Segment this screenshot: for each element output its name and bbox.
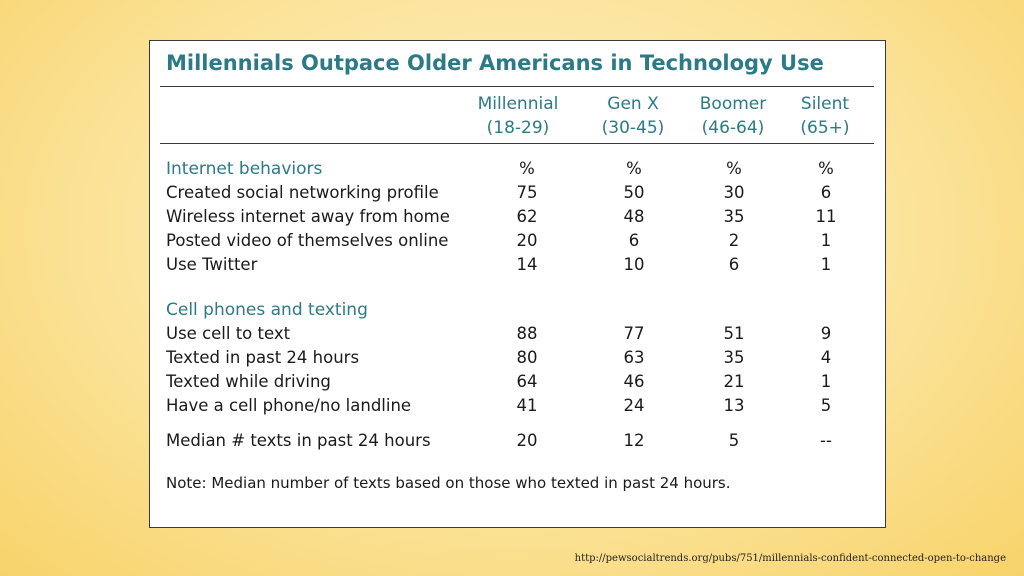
section-heading-cell-phones: Cell phones and texting [166, 300, 368, 320]
table-cell: 35 [723, 207, 745, 226]
table-cell: 50 [623, 183, 645, 202]
col-header-millennial: Millennial (18-29) [463, 92, 573, 140]
col-header-name: Silent [800, 94, 850, 114]
row-label: Texted while driving [166, 372, 331, 391]
median-row-label: Median # texts in past 24 hours [166, 431, 431, 450]
col-header-range: (46-64) [701, 118, 765, 138]
table-cell: 24 [623, 396, 645, 415]
col-header-range: (18-29) [486, 118, 550, 138]
header-divider [160, 143, 874, 144]
table-cell: 75 [516, 183, 538, 202]
row-label: Texted in past 24 hours [166, 348, 360, 367]
col-header-name: Millennial [477, 94, 559, 114]
table-cell: 4 [820, 348, 832, 367]
table-cell: 30 [723, 183, 745, 202]
table-cell: 6 [728, 255, 740, 274]
source-url: http://pewsocialtrends.org/pubs/751/mill… [574, 553, 1006, 564]
table-cell: 63 [623, 348, 645, 367]
table-cell: 11 [815, 207, 837, 226]
row-label: Posted video of themselves online [166, 231, 449, 250]
table-cell: -- [820, 431, 832, 450]
table-cell: 35 [723, 348, 745, 367]
table-cell: 6 [628, 231, 640, 250]
data-table-card: Millennials Outpace Older Americans in T… [149, 40, 886, 528]
table-cell: 6 [820, 183, 832, 202]
unit-cell: % [818, 159, 834, 178]
col-header-range: (65+) [800, 118, 850, 138]
table-cell: 48 [623, 207, 645, 226]
col-header-genx: Gen X (30-45) [578, 92, 688, 140]
table-note: Note: Median number of texts based on th… [166, 474, 731, 492]
col-header-range: (30-45) [601, 118, 665, 138]
table-cell: 12 [623, 431, 645, 450]
table-cell: 80 [516, 348, 538, 367]
unit-cell: % [626, 159, 642, 178]
row-label: Wireless internet away from home [166, 207, 450, 226]
table-title: Millennials Outpace Older Americans in T… [166, 51, 824, 75]
col-header-silent: Silent (65+) [770, 92, 880, 140]
table-cell: 14 [516, 255, 538, 274]
title-divider [160, 86, 874, 87]
table-cell: 51 [723, 324, 745, 343]
row-label: Use cell to text [166, 324, 291, 343]
table-cell: 62 [516, 207, 538, 226]
table-cell: 1 [820, 231, 832, 250]
table-cell: 64 [516, 372, 538, 391]
table-cell: 1 [820, 372, 832, 391]
row-label: Created social networking profile [166, 183, 439, 202]
table-cell: 20 [516, 231, 538, 250]
table-cell: 5 [820, 396, 832, 415]
table-cell: 2 [728, 231, 740, 250]
section-heading-internet: Internet behaviors [166, 159, 323, 179]
table-cell: 21 [723, 372, 745, 391]
table-cell: 10 [623, 255, 645, 274]
col-header-name: Boomer [699, 94, 767, 114]
unit-cell: % [726, 159, 742, 178]
table-cell: 9 [820, 324, 832, 343]
table-cell: 20 [516, 431, 538, 450]
table-cell: 46 [623, 372, 645, 391]
row-label: Use Twitter [166, 255, 258, 274]
table-cell: 77 [623, 324, 645, 343]
table-cell: 13 [723, 396, 745, 415]
table-cell: 41 [516, 396, 538, 415]
table-cell: 1 [820, 255, 832, 274]
col-header-name: Gen X [607, 94, 659, 114]
col-header-boomer: Boomer (46-64) [678, 92, 788, 140]
table-cell: 88 [516, 324, 538, 343]
table-cell: 5 [728, 431, 740, 450]
row-label: Have a cell phone/no landline [166, 396, 412, 415]
unit-cell: % [519, 159, 535, 178]
